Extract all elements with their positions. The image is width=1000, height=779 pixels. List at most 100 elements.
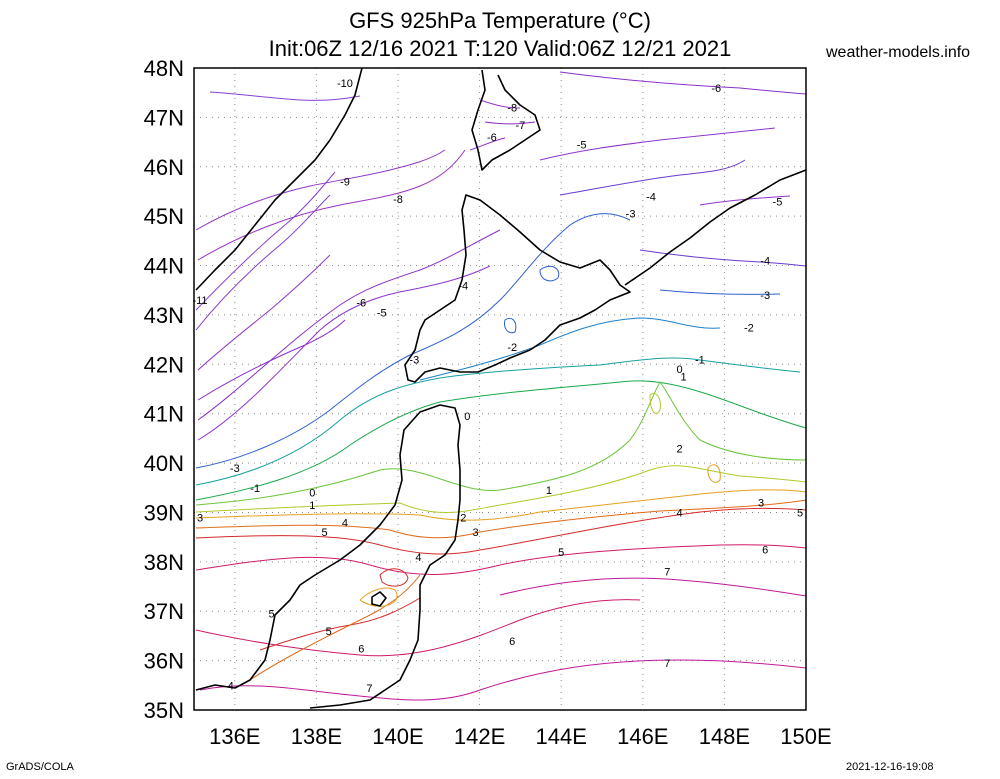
longitude-label: 136E [209, 724, 260, 749]
latitude-label: 39N [144, 500, 184, 525]
isotherm-minus-5 [539, 127, 776, 161]
isotherm-minus-6 [559, 71, 806, 95]
contour-value-label: -5 [773, 196, 783, 208]
isotherm-7 [199, 659, 806, 701]
contour-value-label: -2 [744, 322, 754, 334]
longitude-label: 144E [536, 724, 587, 749]
isotherm-minus-3-cell [504, 317, 517, 334]
contour-value-label: 4 [415, 552, 421, 564]
isotherm-minus-5 [197, 265, 491, 441]
longitude-label: 148E [699, 724, 750, 749]
latitude-label: 43N [144, 303, 184, 328]
isotherm-3 [195, 489, 806, 521]
isotherm-minus-7 [484, 121, 536, 125]
isotherm-3-cell [707, 464, 721, 483]
contour-value-label: -4 [646, 191, 656, 203]
contour-value-label: -8 [393, 194, 403, 206]
map-subtitle: Init:06Z 12/16 2021 T:120 Valid:06Z 12/2… [268, 36, 732, 61]
contour-value-label: 1 [309, 500, 315, 512]
latitude-label: 35N [144, 698, 184, 723]
isotherm-7 [499, 577, 806, 597]
latitude-label: 42N [144, 352, 184, 377]
contour-value-label: 5 [558, 547, 564, 559]
isotherm-0 [195, 380, 806, 501]
contour-value-label: -3 [760, 290, 770, 302]
contour-value-label: 0 [309, 488, 315, 500]
coastline-mainland-asia [195, 68, 363, 291]
isotherm-minus-10 [209, 91, 361, 101]
coastline-hokkaido [404, 194, 631, 383]
coastline-honshu [195, 404, 461, 709]
coastlines [195, 68, 806, 709]
isotherm-5-cell [379, 568, 409, 587]
contour-value-label: 5 [268, 609, 274, 621]
isotherm-minus-2 [419, 317, 721, 381]
longitude-label: 138E [291, 724, 342, 749]
contour-value-label: 6 [358, 643, 364, 655]
isotherm-2-cell [649, 393, 661, 414]
longitude-label: 146E [617, 724, 668, 749]
contour-value-label: 3 [472, 527, 478, 539]
contour-value-label: -3 [626, 209, 636, 221]
isotherm-minus-7 [197, 319, 346, 401]
isotherm-minus-8 [197, 149, 466, 261]
generation-timestamp: 2021-12-16-19:08 [846, 761, 934, 773]
contour-value-label: 4 [676, 507, 682, 519]
isotherm-minus-4 [639, 249, 806, 267]
contour-value-label: 5 [326, 626, 332, 638]
contour-value-label: -11 [192, 295, 207, 307]
contour-value-label: 7 [664, 658, 670, 670]
isotherm-6 [195, 544, 806, 575]
longitude-label: 140E [372, 724, 423, 749]
latitude-label: 45N [144, 204, 184, 229]
contour-value-label: -6 [711, 83, 721, 95]
contour-value-label: -8 [507, 103, 517, 115]
contour-value-label: 2 [676, 443, 682, 455]
contour-value-label: -3 [409, 354, 419, 366]
contour-value-label: 7 [664, 567, 670, 579]
latitude-label: 48N [144, 56, 184, 81]
isotherm-3 [359, 587, 398, 607]
contour-value-label: 7 [366, 683, 372, 695]
contour-value-label: 5 [321, 527, 327, 539]
isotherm-minus-9 [197, 254, 331, 371]
latitude-label: 44N [144, 254, 184, 279]
longitude-axis-labels: 136E 138E 140E 142E 144E 146E 148E 150E [209, 724, 832, 749]
isotherm-minus-3 [195, 213, 631, 469]
isotherm-minus-9 [195, 149, 446, 231]
plot-frame [193, 67, 807, 711]
longitude-label: 150E [780, 724, 831, 749]
isotherm-minus-8 [479, 99, 521, 109]
contour-value-label: 3 [758, 498, 764, 510]
contour-value-label: -3 [230, 463, 240, 475]
isotherm-minus-3-cell [539, 265, 560, 282]
contour-value-label: -4 [458, 280, 468, 292]
isotherm-minus-10 [195, 171, 336, 311]
coastline-kuril-islands [624, 169, 806, 286]
isotherm-1 [195, 381, 806, 506]
latitude-label: 36N [144, 649, 184, 674]
contour-value-label: 1 [681, 372, 687, 384]
contour-value-label: -2 [507, 342, 517, 354]
isotherm-2 [195, 465, 806, 513]
latitude-axis-labels: 48N 47N 46N 45N 44N 43N 42N 41N 40N 39N 38N 37N 36N 3… [144, 56, 184, 723]
isotherm-4 [195, 499, 806, 539]
contour-value-label: -7 [516, 120, 526, 132]
contour-value-label: -1 [695, 354, 705, 366]
latitude-label: 41N [144, 402, 184, 427]
contour-value-label: 6 [509, 636, 515, 648]
contour-value-label: -4 [760, 256, 770, 268]
contour-value-label: 0 [464, 411, 470, 423]
contour-value-label: 5 [797, 507, 803, 519]
contour-value-label: 6 [762, 545, 768, 557]
contour-value-label: -6 [356, 298, 366, 310]
latitude-label: 46N [144, 155, 184, 180]
contour-value-label: -1 [250, 483, 260, 495]
contour-value-label: 2 [460, 512, 466, 524]
latitude-label: 37N [144, 599, 184, 624]
isotherm-minus-4 [559, 159, 746, 196]
latitude-label: 47N [144, 105, 184, 130]
contour-value-label: -5 [577, 140, 587, 152]
contour-value-label: 3 [197, 512, 203, 524]
